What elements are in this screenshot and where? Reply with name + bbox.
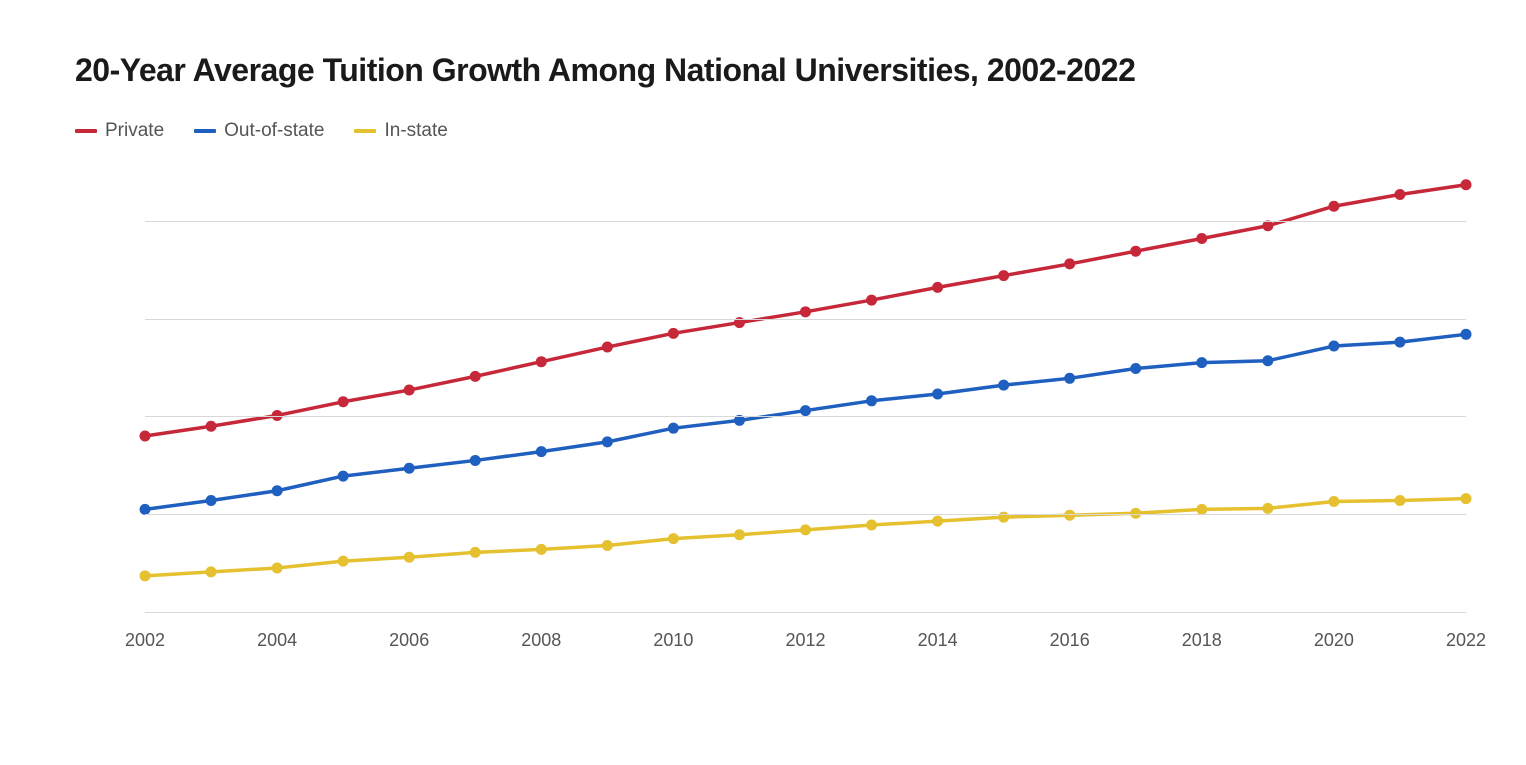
chart-legend: Private Out-of-state In-state	[75, 120, 1476, 142]
x-tick-label: 2014	[918, 630, 958, 651]
series-marker	[404, 385, 415, 396]
series-marker	[272, 485, 283, 496]
series-marker	[734, 529, 745, 540]
series-marker	[338, 396, 349, 407]
x-tick-label: 2002	[125, 630, 165, 651]
series-marker	[536, 544, 547, 555]
series-marker	[1196, 504, 1207, 515]
legend-swatch	[194, 129, 216, 133]
series-marker	[404, 552, 415, 563]
gridline	[145, 221, 1466, 222]
series-marker	[998, 270, 1009, 281]
x-tick-label: 2022	[1446, 630, 1486, 651]
series-marker	[536, 446, 547, 457]
series-marker	[1461, 493, 1472, 504]
series-marker	[1262, 355, 1273, 366]
series-marker	[338, 556, 349, 567]
series-marker	[668, 423, 679, 434]
series-marker	[338, 471, 349, 482]
x-tick-label: 2020	[1314, 630, 1354, 651]
series-marker	[1130, 363, 1141, 374]
chart-title: 20-Year Average Tuition Growth Among Nat…	[75, 50, 1476, 90]
x-axis-labels: 2002200420062008201020122014201620182020…	[145, 622, 1466, 652]
series-marker	[1394, 495, 1405, 506]
legend-label: Private	[105, 120, 164, 142]
series-marker	[470, 455, 481, 466]
series-marker	[866, 519, 877, 530]
x-tick-label: 2010	[653, 630, 693, 651]
series-marker	[668, 328, 679, 339]
x-tick-label: 2004	[257, 630, 297, 651]
series-marker	[1262, 503, 1273, 514]
legend-item-in-state: In-state	[354, 120, 447, 142]
series-marker	[602, 342, 613, 353]
series-marker	[1130, 246, 1141, 257]
series-marker	[1196, 357, 1207, 368]
series-marker	[536, 356, 547, 367]
x-tick-label: 2008	[521, 630, 561, 651]
series-marker	[866, 395, 877, 406]
chart-lines-svg	[145, 172, 1466, 612]
series-marker	[1328, 341, 1339, 352]
series-marker	[1262, 220, 1273, 231]
series-marker	[602, 436, 613, 447]
series-marker	[140, 504, 151, 515]
gridline	[145, 416, 1466, 417]
series-marker	[272, 563, 283, 574]
legend-label: In-state	[384, 120, 447, 142]
plot-region	[145, 172, 1466, 612]
gridline	[145, 514, 1466, 515]
series-marker	[1064, 373, 1075, 384]
series-marker	[932, 388, 943, 399]
legend-label: Out-of-state	[224, 120, 324, 142]
series-marker	[932, 516, 943, 527]
x-tick-label: 2012	[785, 630, 825, 651]
series-marker	[800, 524, 811, 535]
x-tick-label: 2016	[1050, 630, 1090, 651]
series-marker	[404, 463, 415, 474]
series-marker	[206, 566, 217, 577]
legend-item-private: Private	[75, 120, 164, 142]
series-marker	[1461, 179, 1472, 190]
legend-swatch	[75, 129, 97, 133]
series-marker	[470, 547, 481, 558]
gridline	[145, 612, 1466, 613]
series-marker	[1196, 233, 1207, 244]
series-marker	[470, 371, 481, 382]
series-marker	[1394, 189, 1405, 200]
series-marker	[800, 306, 811, 317]
legend-item-out-of-state: Out-of-state	[194, 120, 324, 142]
series-marker	[1328, 201, 1339, 212]
series-marker	[668, 533, 679, 544]
x-tick-label: 2018	[1182, 630, 1222, 651]
chart-area: 010,00020,00030,000$40,000 2002200420062…	[75, 172, 1476, 652]
series-marker	[1328, 496, 1339, 507]
series-marker	[1461, 329, 1472, 340]
legend-swatch	[354, 129, 376, 133]
series-marker	[800, 405, 811, 416]
gridline	[145, 319, 1466, 320]
series-marker	[602, 540, 613, 551]
series-marker	[1394, 337, 1405, 348]
series-marker	[206, 495, 217, 506]
series-marker	[140, 570, 151, 581]
series-marker	[1064, 258, 1075, 269]
series-marker	[932, 282, 943, 293]
series-marker	[140, 431, 151, 442]
series-marker	[206, 421, 217, 432]
x-tick-label: 2006	[389, 630, 429, 651]
series-marker	[866, 295, 877, 306]
series-marker	[998, 380, 1009, 391]
